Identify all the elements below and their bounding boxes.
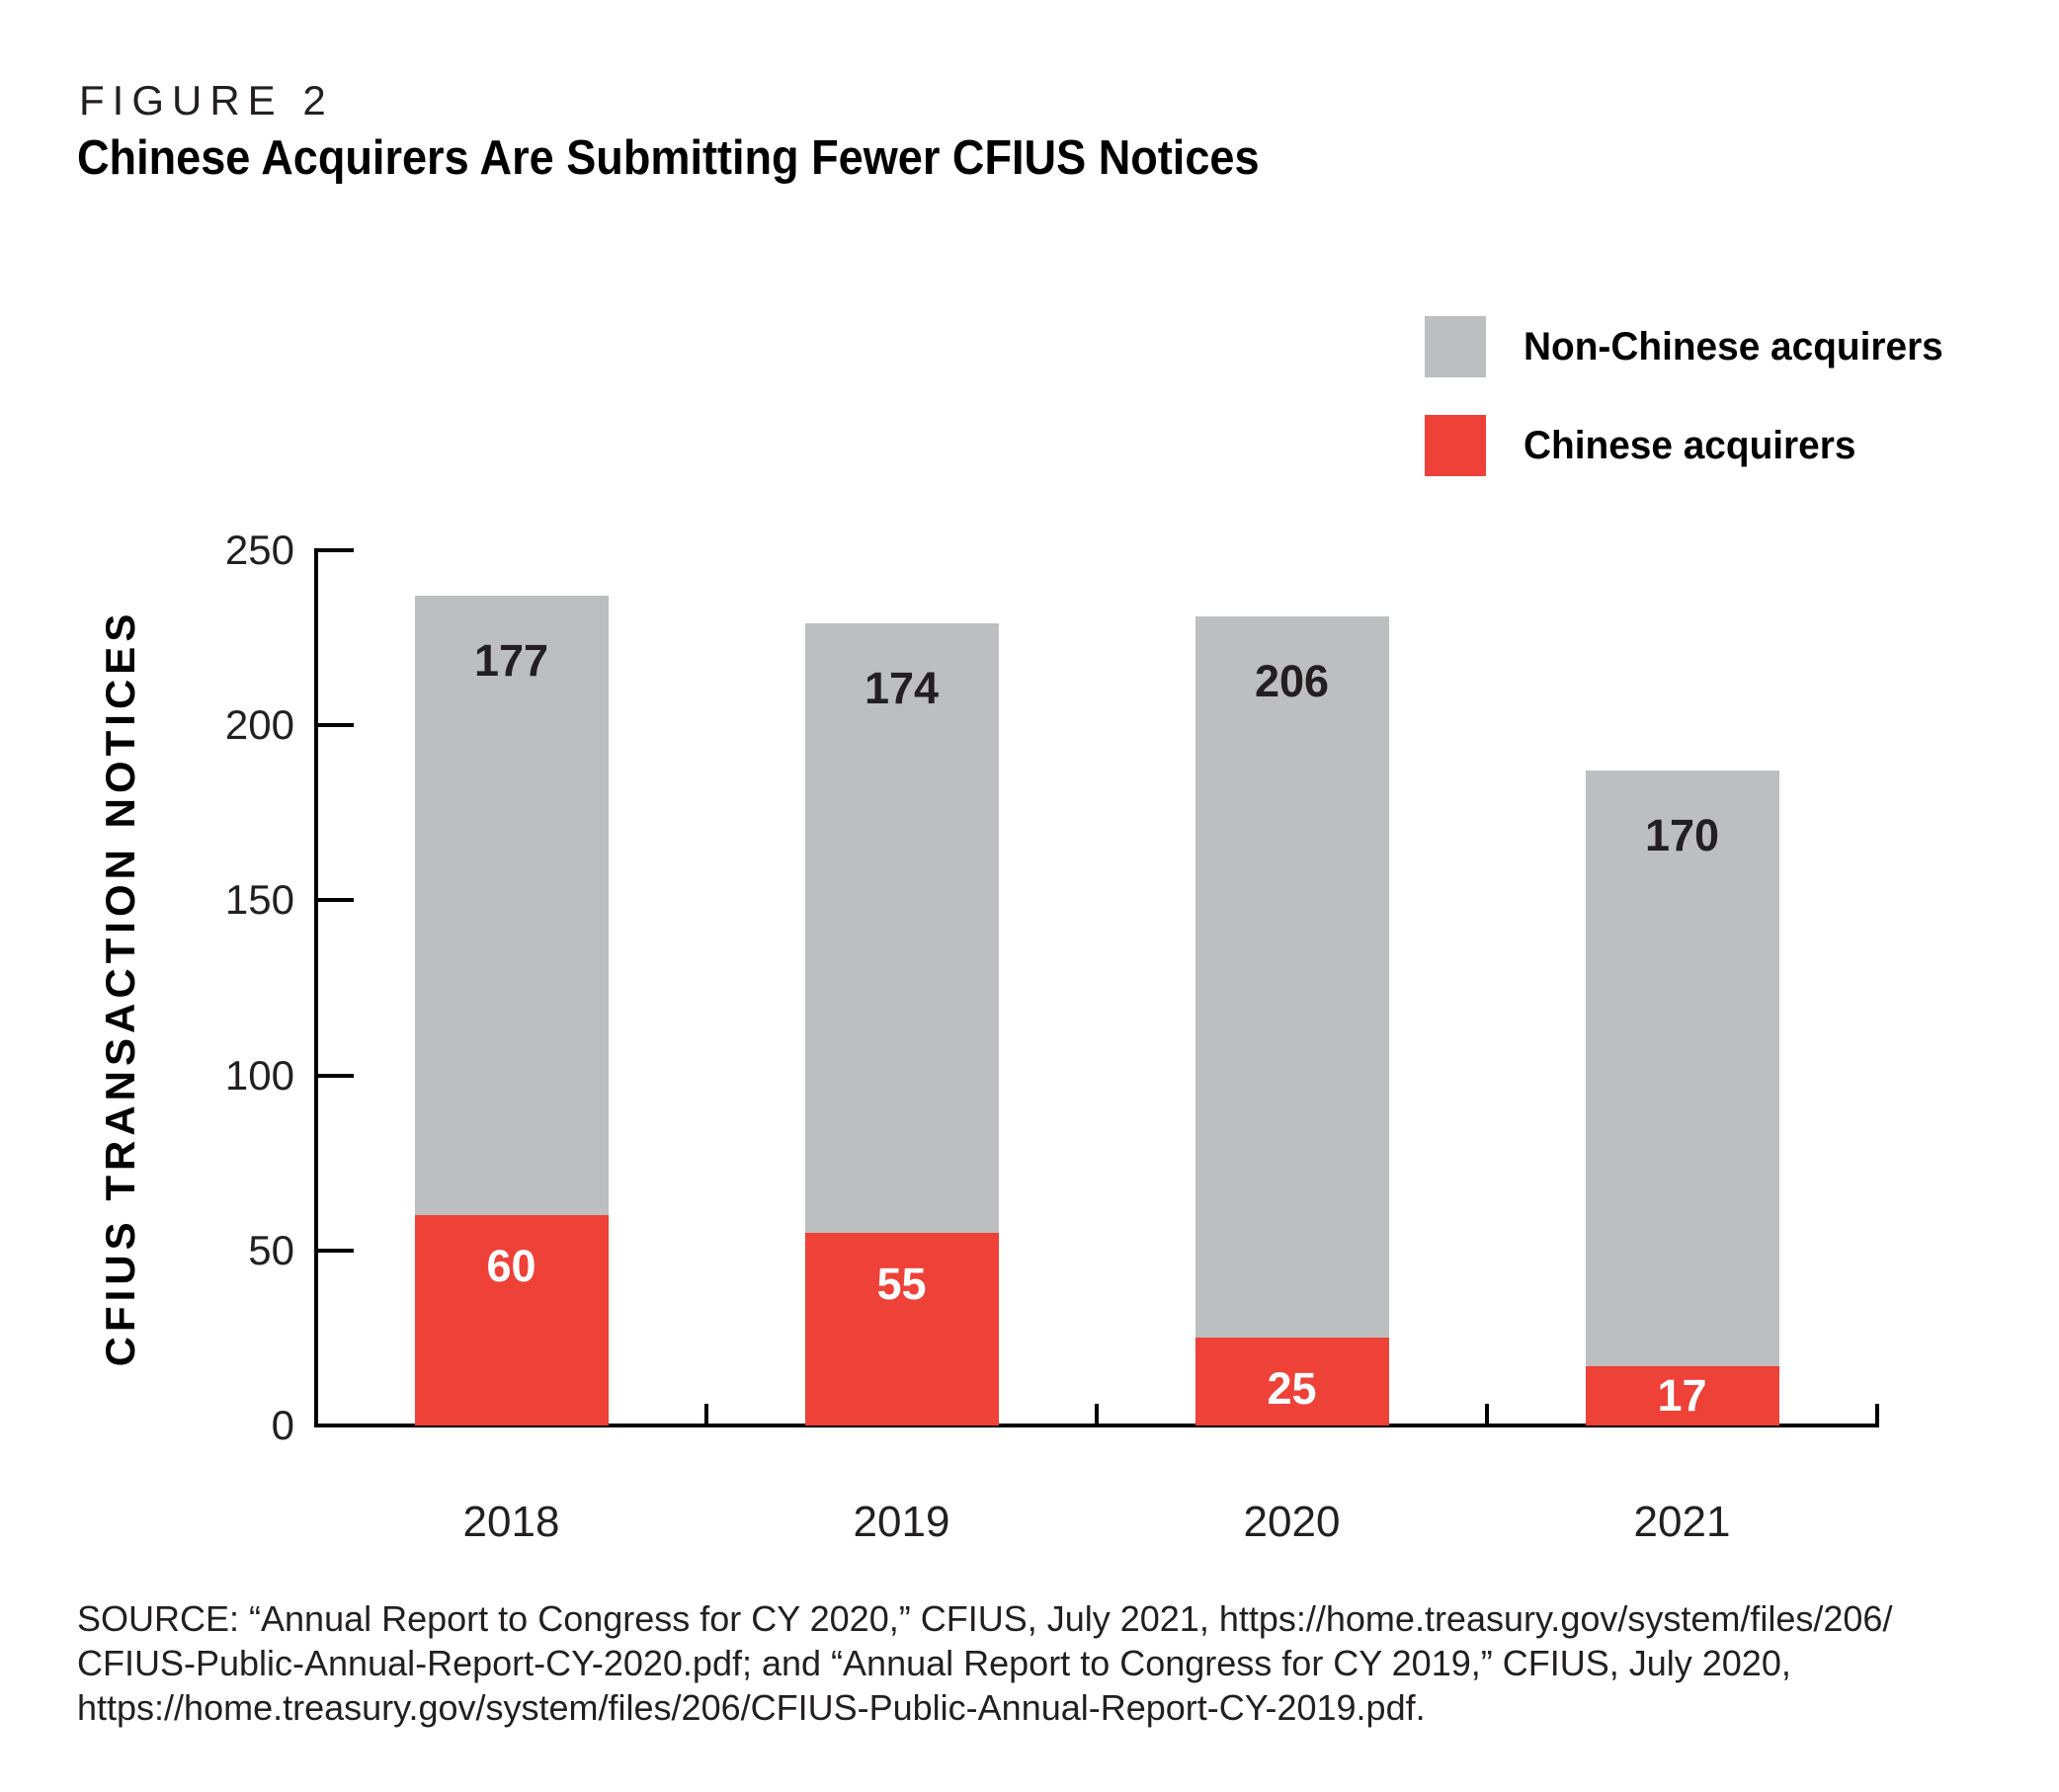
x-category-label-2020: 2020 xyxy=(1243,1498,1341,1546)
bar-value-chinese-2020: 25 xyxy=(1267,1363,1317,1415)
y-axis-line xyxy=(314,548,318,1427)
legend: Non-Chinese acquirers Chinese acquirers xyxy=(1425,316,1956,476)
bar-segment-chinese-2019 xyxy=(804,1233,999,1425)
source-line: CFIUS-Public-Annual-Report-CY-2020.pdf; … xyxy=(77,1643,1791,1683)
legend-item-chinese: Chinese acquirers xyxy=(1425,415,1956,476)
y-tick-label: 100 xyxy=(224,1051,294,1099)
bar-segment-non-chinese-2018 xyxy=(414,596,609,1216)
y-tick-label: 0 xyxy=(271,1402,294,1448)
y-axis-tick xyxy=(314,548,354,552)
source-line: SOURCE: “Annual Report to Congress for C… xyxy=(77,1598,1893,1639)
y-axis-tick xyxy=(314,723,354,728)
bar-value-chinese-2018: 60 xyxy=(486,1241,536,1292)
legend-label-chinese: Chinese acquirers xyxy=(1524,423,1856,467)
legend-swatch-chinese xyxy=(1425,415,1486,476)
bar-segment-chinese-2021 xyxy=(1585,1365,1779,1425)
source-line: https://home.treasury.gov/system/files/2… xyxy=(77,1687,1426,1728)
y-tick-label: 50 xyxy=(248,1226,294,1273)
legend-item-non-chinese: Non-Chinese acquirers xyxy=(1425,316,1956,377)
figure-number-label: FIGURE 2 xyxy=(79,77,334,123)
x-category-label-2018: 2018 xyxy=(462,1498,560,1546)
x-category-label-2021: 2021 xyxy=(1633,1498,1731,1546)
y-tick-label: 150 xyxy=(224,876,294,924)
bar-value-non-chinese-2021: 170 xyxy=(1644,810,1720,861)
x-axis-tick xyxy=(1875,1404,1879,1425)
bar-segment-non-chinese-2021 xyxy=(1585,771,1779,1366)
x-axis-tick xyxy=(704,1404,708,1425)
y-axis-tick xyxy=(314,898,354,903)
bar-segment-non-chinese-2020 xyxy=(1194,616,1389,1339)
legend-label-non-chinese: Non-Chinese acquirers xyxy=(1524,324,1943,368)
bar-value-chinese-2019: 55 xyxy=(876,1259,927,1310)
x-axis-line xyxy=(314,1424,1879,1427)
bar-value-non-chinese-2020: 206 xyxy=(1254,656,1330,707)
bar-value-non-chinese-2019: 174 xyxy=(864,663,940,714)
y-tick-label: 250 xyxy=(224,527,294,573)
y-axis-tick xyxy=(314,1248,354,1253)
x-axis-tick xyxy=(1485,1404,1489,1425)
y-axis-tick xyxy=(314,1073,354,1078)
bar-segment-chinese-2018 xyxy=(414,1215,609,1425)
x-axis-tick xyxy=(1095,1404,1099,1425)
figure-title: Chinese Acquirers Are Submitting Fewer C… xyxy=(77,131,1260,185)
y-tick-label: 200 xyxy=(224,701,294,749)
bar-segment-non-chinese-2019 xyxy=(804,623,999,1234)
bar-segment-chinese-2020 xyxy=(1194,1338,1389,1425)
x-category-label-2019: 2019 xyxy=(853,1498,950,1546)
legend-swatch-non-chinese xyxy=(1425,316,1486,377)
source-note: SOURCE: “Annual Report to Congress for C… xyxy=(77,1596,1892,1730)
bar-value-non-chinese-2018: 177 xyxy=(473,635,549,687)
bar-value-chinese-2021: 17 xyxy=(1657,1369,1707,1421)
